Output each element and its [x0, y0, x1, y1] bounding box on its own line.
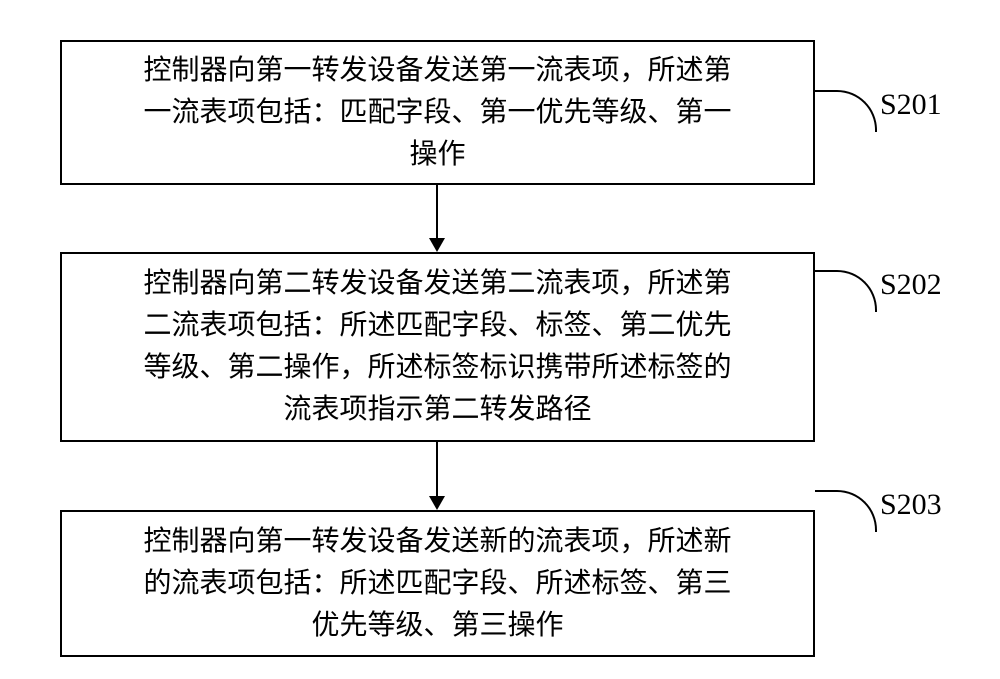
step-box-1: 控制器向第一转发设备发送第一流表项，所述第 一流表项包括：匹配字段、第一优先等级… — [60, 40, 815, 185]
step-text-3: 控制器向第一转发设备发送新的流表项，所述新 的流表项包括：所述匹配字段、所述标签… — [143, 521, 731, 647]
arrow-head-2 — [429, 496, 445, 510]
label-connector-1 — [815, 90, 877, 132]
flowchart-canvas: 控制器向第一转发设备发送第一流表项，所述第 一流表项包括：匹配字段、第一优先等级… — [0, 0, 1000, 679]
arrow-line-1 — [436, 185, 438, 238]
label-connector-2 — [815, 270, 877, 312]
step-label-3: S203 — [880, 488, 942, 522]
step-label-1: S201 — [880, 88, 942, 122]
label-connector-3 — [815, 490, 877, 532]
step-box-2: 控制器向第二转发设备发送第二流表项，所述第 二流表项包括：所述匹配字段、标签、第… — [60, 252, 815, 442]
arrow-head-1 — [429, 238, 445, 252]
step-text-1: 控制器向第一转发设备发送第一流表项，所述第 一流表项包括：匹配字段、第一优先等级… — [143, 50, 731, 176]
step-box-3: 控制器向第一转发设备发送新的流表项，所述新 的流表项包括：所述匹配字段、所述标签… — [60, 510, 815, 657]
arrow-line-2 — [436, 442, 438, 496]
step-text-2: 控制器向第二转发设备发送第二流表项，所述第 二流表项包括：所述匹配字段、标签、第… — [143, 263, 731, 431]
step-label-2: S202 — [880, 268, 942, 302]
